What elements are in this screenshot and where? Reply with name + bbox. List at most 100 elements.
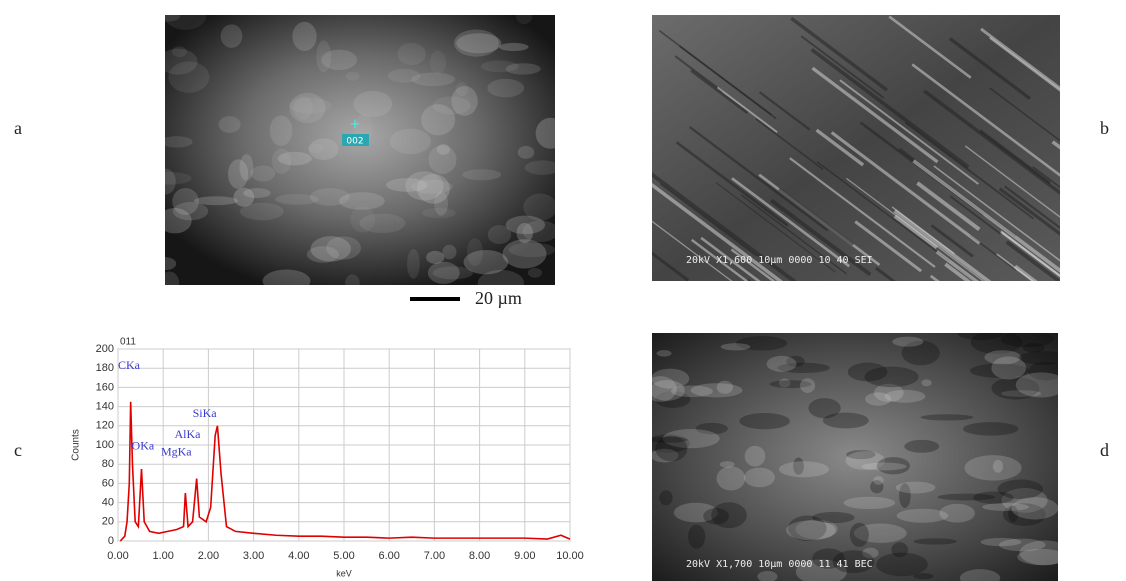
grain	[984, 350, 1022, 365]
grain	[386, 178, 428, 192]
streak	[659, 183, 758, 257]
grain	[165, 271, 180, 285]
streak	[815, 128, 865, 167]
grain	[426, 250, 445, 264]
streak	[948, 37, 1031, 100]
grain	[853, 523, 907, 543]
grain	[171, 46, 187, 58]
grain	[843, 496, 896, 510]
x-tick-label: 3.00	[243, 550, 264, 562]
streak	[830, 131, 981, 245]
grain	[778, 461, 830, 478]
grain	[1019, 540, 1058, 566]
grain	[937, 493, 996, 501]
grain	[832, 550, 875, 574]
streak	[790, 16, 888, 92]
y-tick-label: 200	[96, 343, 114, 355]
streak	[731, 177, 851, 268]
grain	[466, 238, 483, 266]
streak	[758, 91, 811, 131]
streak	[979, 129, 1051, 184]
grain	[227, 159, 249, 189]
grain	[428, 145, 457, 175]
grain	[421, 104, 456, 136]
streak	[1051, 140, 1060, 150]
grain	[165, 168, 176, 195]
chart-title: 011	[120, 337, 136, 348]
grain	[389, 128, 431, 155]
grain	[652, 434, 690, 453]
grain	[326, 236, 361, 260]
grain	[695, 422, 728, 435]
grain	[980, 537, 1022, 547]
grain	[876, 457, 910, 475]
grain	[891, 542, 909, 558]
grain	[861, 462, 907, 471]
grain	[427, 261, 460, 284]
grain	[165, 257, 177, 271]
grain	[795, 519, 838, 540]
grain	[716, 380, 734, 394]
grain	[736, 336, 788, 351]
streak	[935, 250, 979, 281]
grain	[487, 225, 512, 245]
grain	[896, 508, 949, 523]
streak	[854, 220, 923, 273]
grain	[652, 448, 679, 463]
streak	[874, 266, 896, 281]
grain	[387, 68, 421, 83]
streak	[911, 63, 1060, 177]
streak	[811, 66, 939, 164]
y-tick-label: 60	[102, 477, 114, 489]
grain	[913, 538, 957, 545]
grain	[306, 246, 339, 263]
streak	[789, 157, 936, 268]
grain	[218, 116, 241, 133]
grain	[269, 115, 293, 146]
grain	[515, 15, 533, 25]
streak	[1000, 230, 1060, 278]
streak	[1032, 166, 1060, 189]
grain	[656, 350, 672, 357]
texture	[652, 333, 1058, 581]
grain	[1000, 333, 1054, 347]
streak	[690, 69, 749, 115]
y-tick-label: 120	[96, 420, 114, 432]
grain	[434, 191, 449, 216]
grain	[463, 249, 509, 275]
streak	[933, 165, 1060, 262]
grain	[1008, 505, 1019, 523]
grain	[411, 179, 453, 194]
streak	[716, 86, 778, 133]
streak	[690, 238, 749, 281]
grain	[963, 422, 1019, 436]
grain	[432, 96, 471, 115]
grain	[293, 96, 313, 120]
streak	[989, 36, 1060, 92]
grain	[959, 569, 1001, 581]
grain	[652, 368, 690, 389]
grain	[913, 573, 934, 580]
sem-image-d	[652, 333, 1058, 581]
grain	[172, 187, 199, 215]
grain	[165, 15, 207, 30]
grain	[508, 242, 555, 258]
streak	[730, 248, 776, 281]
y-tick-label: 100	[96, 439, 114, 451]
peak-label: OKa	[132, 439, 155, 453]
grain	[405, 171, 444, 201]
grain	[345, 71, 360, 81]
streak	[652, 182, 784, 281]
streak	[1004, 185, 1060, 230]
grain	[262, 269, 311, 285]
grain	[289, 97, 332, 114]
marker-cross: +	[350, 117, 361, 132]
texture	[652, 15, 1060, 281]
grain	[719, 461, 735, 468]
y-tick-label: 0	[108, 535, 114, 547]
grain	[899, 483, 911, 508]
grain	[845, 451, 886, 470]
grain	[250, 165, 276, 182]
grain	[876, 552, 928, 577]
